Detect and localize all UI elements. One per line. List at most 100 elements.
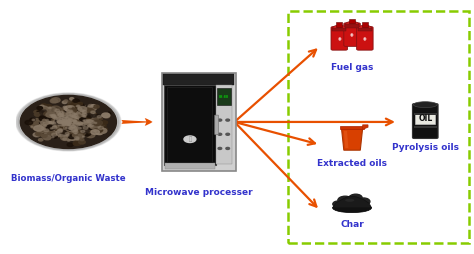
Circle shape xyxy=(61,126,64,128)
Circle shape xyxy=(69,135,75,139)
Circle shape xyxy=(82,129,87,131)
Circle shape xyxy=(73,99,80,103)
Circle shape xyxy=(86,133,95,138)
Circle shape xyxy=(57,128,64,132)
Circle shape xyxy=(84,132,91,136)
Circle shape xyxy=(61,131,69,136)
Circle shape xyxy=(55,125,59,127)
Circle shape xyxy=(73,106,79,109)
Circle shape xyxy=(71,118,74,120)
Circle shape xyxy=(71,125,80,131)
Circle shape xyxy=(65,122,71,125)
Circle shape xyxy=(90,125,91,126)
Circle shape xyxy=(56,122,64,127)
Circle shape xyxy=(66,115,72,118)
Circle shape xyxy=(63,120,71,124)
Circle shape xyxy=(75,121,80,124)
Circle shape xyxy=(81,131,85,133)
Circle shape xyxy=(73,123,75,124)
Circle shape xyxy=(63,113,71,118)
Circle shape xyxy=(78,127,82,129)
Circle shape xyxy=(72,108,77,111)
Circle shape xyxy=(69,115,79,120)
Circle shape xyxy=(70,122,76,125)
Circle shape xyxy=(79,140,85,144)
FancyBboxPatch shape xyxy=(345,24,359,27)
Circle shape xyxy=(72,124,79,128)
Circle shape xyxy=(48,115,54,118)
Circle shape xyxy=(67,109,73,112)
Circle shape xyxy=(69,118,75,121)
Circle shape xyxy=(67,129,74,133)
Circle shape xyxy=(103,115,109,118)
Circle shape xyxy=(55,110,59,113)
Circle shape xyxy=(72,122,76,124)
Circle shape xyxy=(62,136,67,139)
Circle shape xyxy=(63,119,64,120)
Circle shape xyxy=(58,119,63,121)
Circle shape xyxy=(52,114,55,116)
Circle shape xyxy=(82,124,85,126)
Circle shape xyxy=(55,123,64,128)
Circle shape xyxy=(73,121,77,123)
Circle shape xyxy=(74,136,82,140)
Circle shape xyxy=(46,123,51,126)
Circle shape xyxy=(64,100,68,102)
Circle shape xyxy=(62,128,65,130)
Circle shape xyxy=(69,120,75,123)
Circle shape xyxy=(48,114,52,116)
Circle shape xyxy=(52,126,57,129)
Circle shape xyxy=(58,122,62,124)
Circle shape xyxy=(67,122,72,124)
Circle shape xyxy=(58,114,61,115)
Circle shape xyxy=(67,119,71,122)
Circle shape xyxy=(86,117,91,119)
Circle shape xyxy=(64,120,69,123)
Circle shape xyxy=(72,130,79,134)
Circle shape xyxy=(93,120,102,125)
Circle shape xyxy=(68,106,74,109)
Circle shape xyxy=(61,125,71,131)
Circle shape xyxy=(62,121,69,125)
Circle shape xyxy=(54,117,59,120)
Circle shape xyxy=(76,105,80,107)
Circle shape xyxy=(76,134,83,139)
Text: ᗑ: ᗑ xyxy=(188,136,191,142)
Circle shape xyxy=(61,122,68,126)
Circle shape xyxy=(65,119,69,122)
Circle shape xyxy=(53,117,58,119)
Circle shape xyxy=(51,115,55,117)
Circle shape xyxy=(34,113,40,116)
Circle shape xyxy=(84,132,91,136)
FancyBboxPatch shape xyxy=(215,115,219,135)
Circle shape xyxy=(66,135,69,136)
Circle shape xyxy=(57,123,60,124)
Circle shape xyxy=(79,118,88,122)
Circle shape xyxy=(66,122,74,127)
Text: ◉: ◉ xyxy=(337,38,341,41)
Circle shape xyxy=(94,128,103,132)
Circle shape xyxy=(73,125,76,126)
Circle shape xyxy=(70,108,74,111)
Circle shape xyxy=(82,136,84,137)
Circle shape xyxy=(85,131,92,135)
Circle shape xyxy=(55,110,61,113)
Circle shape xyxy=(71,120,76,123)
FancyBboxPatch shape xyxy=(216,85,232,164)
Circle shape xyxy=(94,131,96,132)
Polygon shape xyxy=(333,196,371,208)
Circle shape xyxy=(65,116,69,117)
Circle shape xyxy=(52,116,56,118)
Circle shape xyxy=(68,109,74,112)
Circle shape xyxy=(58,125,60,126)
Circle shape xyxy=(49,120,55,123)
Circle shape xyxy=(39,122,42,123)
Circle shape xyxy=(33,133,41,137)
Circle shape xyxy=(54,124,64,130)
Circle shape xyxy=(57,112,63,115)
Circle shape xyxy=(61,115,67,119)
Circle shape xyxy=(36,127,46,133)
Circle shape xyxy=(70,132,77,136)
Circle shape xyxy=(64,119,67,121)
Circle shape xyxy=(65,120,72,124)
